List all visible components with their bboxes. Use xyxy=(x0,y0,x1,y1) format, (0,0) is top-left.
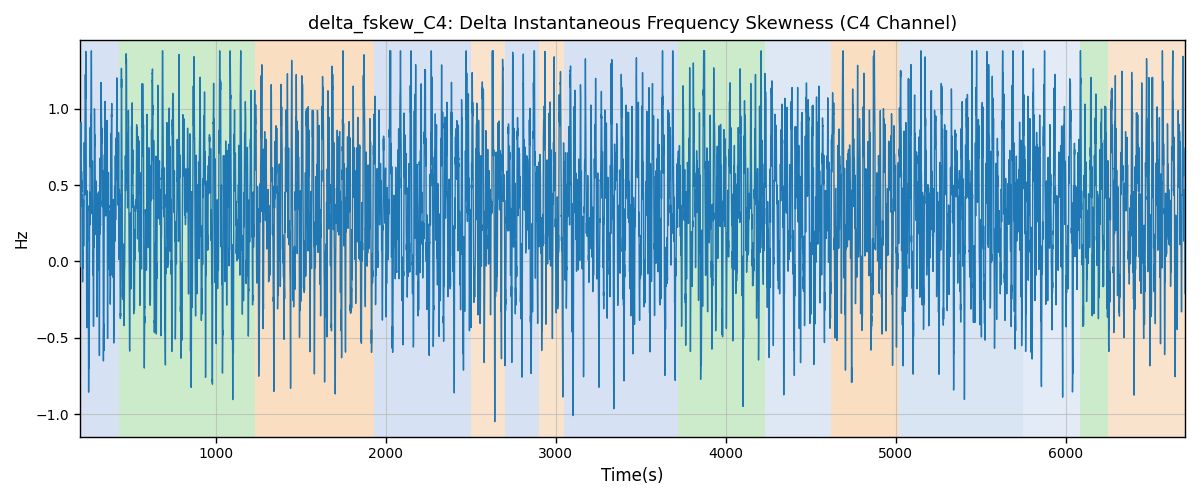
Title: delta_fskew_C4: Delta Instantaneous Frequency Skewness (C4 Channel): delta_fskew_C4: Delta Instantaneous Freq… xyxy=(307,15,956,34)
Bar xyxy=(1080,40,1109,437)
Bar xyxy=(505,40,539,437)
Bar xyxy=(832,40,899,437)
Bar xyxy=(374,40,470,437)
Bar xyxy=(119,40,254,437)
Bar xyxy=(1024,40,1080,437)
Bar xyxy=(564,40,678,437)
Bar xyxy=(254,40,374,437)
Bar xyxy=(1109,40,1186,437)
Bar xyxy=(678,40,764,437)
Bar xyxy=(539,40,564,437)
Y-axis label: Hz: Hz xyxy=(14,229,30,248)
Bar xyxy=(899,40,1024,437)
Bar xyxy=(470,40,505,437)
X-axis label: Time(s): Time(s) xyxy=(601,467,664,485)
Bar xyxy=(764,40,832,437)
Bar xyxy=(79,40,119,437)
